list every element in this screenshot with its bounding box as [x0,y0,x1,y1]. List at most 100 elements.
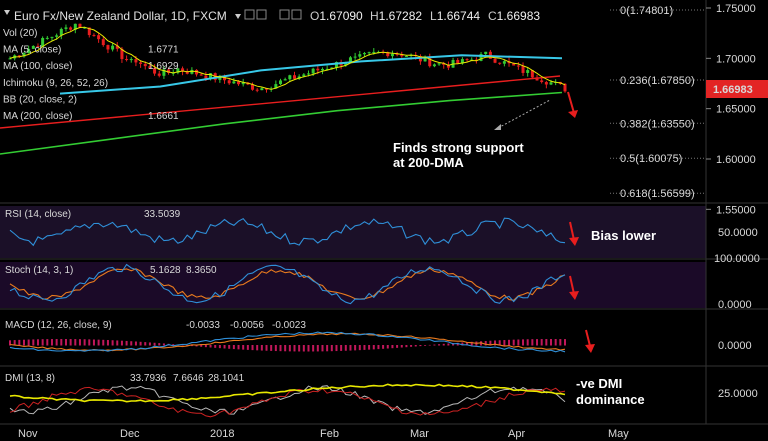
macd-hist-bar [498,340,501,346]
macd-hist-bar [158,343,161,346]
candle-body [320,68,324,71]
macd-hist-bar [102,339,105,346]
macd-hist-bar [307,345,310,352]
chevron-down-icon[interactable] [4,10,10,15]
open-value: 1.67090 [319,9,363,23]
macd-hist-bar [382,345,385,349]
macd-hist-bar [302,345,305,352]
macd-hist-bar [288,345,291,352]
stoch-tick-low: 0.0000 [718,299,752,311]
macd-hist-bar [526,339,529,346]
macd-hist-bar [461,342,464,346]
macd-hist-bar [536,339,539,346]
indicator-label[interactable]: BB (20, close, 2) [3,94,77,105]
macd-hist-bar [358,345,361,351]
candle-body [362,53,366,55]
settings-icon[interactable] [244,9,255,20]
macd-hist-bar [274,345,277,352]
indicator-label[interactable]: Ichimoku (9, 26, 52, 26) [3,78,108,89]
macd-label: MACD (12, 26, close, 9) [5,320,112,331]
candle-body [395,53,399,55]
candle-body [544,82,548,85]
fib-level-label: 0.236(1.67850) [620,75,695,87]
macd-hist-bar [447,343,450,346]
macd-hist-bar [18,339,21,346]
indicator-label[interactable]: MA (5, close) [3,45,61,56]
price-axis: 1.75000 1.70000 1.65000 1.60000 1.55000 [706,3,756,216]
candle-body [125,59,129,61]
candle-body [97,35,101,40]
visibility-icon[interactable] [256,9,267,20]
macd-hist-bar [349,345,352,351]
candle-body [45,37,49,39]
candle-body [31,45,35,49]
candle-body [199,74,203,76]
macd-hist-bar [237,345,240,350]
macd-hist-bar [438,344,441,346]
rsi-note: Bias lower [591,228,656,243]
macd-hist-bar [69,339,72,346]
high-value: 1.67282 [379,9,423,23]
macd-hist-bar [466,342,469,346]
macd-hist-bar [508,339,511,346]
indicator-label[interactable]: Vol (20) [3,28,37,39]
macd-hist-bar [522,339,525,346]
time-tick-label: Apr [508,428,525,440]
candle-body [549,82,553,85]
macd-hist-bar [50,339,53,346]
macd-hist-bar [470,341,473,346]
indicator-value: 1.6771 [148,45,179,56]
macd-hist-bar [204,345,207,348]
candle-body [209,73,213,79]
macd-value: -0.0056 [230,320,264,331]
indicator-label[interactable]: MA (100, close) [3,61,72,72]
macd-hist-bar [559,339,562,346]
macd-tick: 0.0000 [718,340,752,352]
candle-body [288,75,292,80]
candle-body [36,45,40,47]
candle-body [22,52,26,57]
low-label: L [430,9,437,23]
indicator-label[interactable]: MA (200, close) [3,111,72,122]
macd-hist-bar [134,341,137,346]
chevron-down-icon[interactable] [235,14,241,19]
macd-hist-bar [153,342,156,346]
macd-hist-bar [456,342,459,346]
candle-body [344,62,348,66]
candle-body [456,59,460,64]
candle-body [400,54,404,57]
macd-hist-bar [88,339,91,346]
indicator-legend: Vol (20) MA (5, close) 1.6771 MA (100, clos… [3,28,179,122]
support-note-line2: at 200-DMA [393,155,464,170]
candle-body [55,35,59,37]
dmi-adx-line [9,383,566,403]
macd-hist-bar [214,345,217,348]
dmi-plus-line [9,385,566,415]
macd-hist-bar [116,340,119,346]
candle-body [311,68,315,74]
candle-body [372,51,376,53]
macd-hist-bar [377,345,380,350]
settings-icon[interactable] [291,9,302,20]
low-value: 1.66744 [437,9,481,23]
candle-body [83,27,87,29]
candle-body [111,45,115,50]
time-tick-label: Dec [120,428,140,440]
candle-body [512,63,516,66]
time-axis: Nov Dec 2018 Feb Mar Apr May [18,428,629,440]
macd-hist-bar [414,345,417,347]
candle-body [442,63,446,65]
candle-body [502,61,506,64]
candle-body [195,69,199,75]
candle-body [516,65,520,67]
macd-hist-bar [228,345,231,349]
candle-body [232,81,236,84]
candle-body [73,23,77,30]
price-tick-label: 1.70000 [716,53,756,65]
macd-hist-value: -0.0033 [186,320,220,331]
candle-body [59,28,63,36]
stoch-label: Stoch (14, 3, 1) [5,265,73,276]
eye-icon[interactable] [279,9,290,20]
macd-hist-bar [200,345,203,347]
svg-text:H1.67282: H1.67282 [370,9,422,23]
